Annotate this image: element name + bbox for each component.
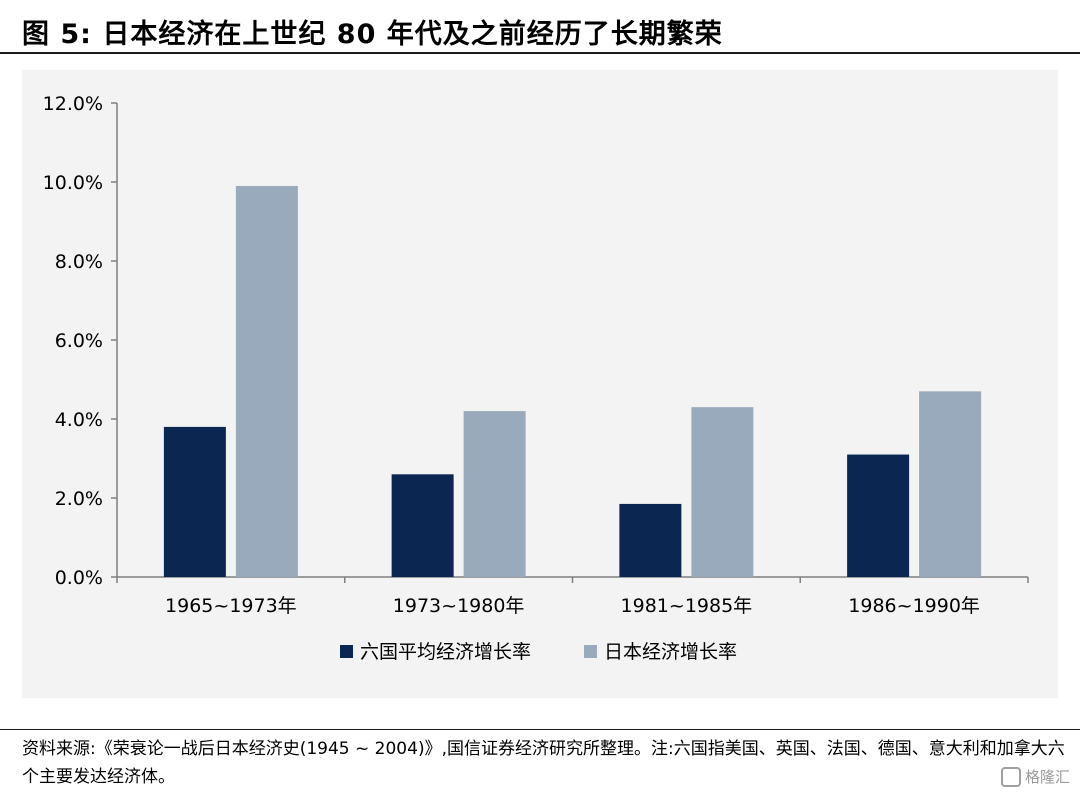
y-tick-label: 0.0%: [55, 567, 103, 589]
y-tick-label: 4.0%: [55, 409, 103, 431]
y-tick-label: 8.0%: [55, 251, 103, 273]
chart-panel: 0.0% 2.0% 4.0% 6.0% 8.0% 10.0% 12.0% 1965~1973…: [22, 70, 1058, 698]
bar-japan-1: [235, 185, 298, 577]
source-divider: [0, 729, 1080, 730]
bar-japan-3: [691, 407, 754, 577]
bar-japan-2: [463, 411, 526, 577]
bar-japan-4: [919, 391, 982, 577]
legend-label-1: 六国平均经济增长率: [360, 641, 531, 663]
figure-title: 图 5: 日本经济在上世纪 80 年代及之前经历了长期繁荣: [22, 19, 723, 50]
x-category-label: 1986~1990年: [848, 595, 980, 617]
bars: [163, 185, 982, 577]
bar-chart: 0.0% 2.0% 4.0% 6.0% 8.0% 10.0% 12.0% 1965~1973…: [43, 93, 1029, 663]
legend-label-2: 日本经济增长率: [604, 641, 737, 663]
x-category-label: 1973~1980年: [393, 595, 525, 617]
y-tick-label: 6.0%: [55, 330, 103, 352]
x-axis: 1965~1973年 1973~1980年 1981~1985年 1986~1990年: [116, 576, 1029, 617]
x-category-label: 1981~1985年: [621, 595, 753, 617]
legend: 六国平均经济增长率 日本经济增长率: [340, 641, 737, 663]
legend-swatch-1: [340, 645, 353, 658]
bar-six-nations-4: [847, 454, 910, 577]
bar-six-nations-3: [619, 503, 682, 577]
watermark: 格隆汇: [1000, 766, 1070, 787]
title-divider: [0, 52, 1080, 54]
y-axis: 0.0% 2.0% 4.0% 6.0% 8.0% 10.0% 12.0%: [43, 93, 118, 589]
bar-six-nations-1: [163, 426, 226, 577]
watermark-logo-icon: [1000, 766, 1021, 787]
y-tick-label: 12.0%: [43, 93, 103, 115]
x-category-label: 1965~1973年: [165, 595, 297, 617]
y-tick-label: 10.0%: [43, 172, 103, 194]
watermark-text: 格隆汇: [1024, 768, 1070, 786]
source-note: 资料来源:《荣衰论一战后日本经济史(1945 ~ 2004)》,国信证券经济研究…: [22, 739, 1065, 787]
y-tick-label: 2.0%: [55, 488, 103, 510]
legend-swatch-2: [584, 645, 597, 658]
bar-six-nations-2: [391, 474, 454, 577]
